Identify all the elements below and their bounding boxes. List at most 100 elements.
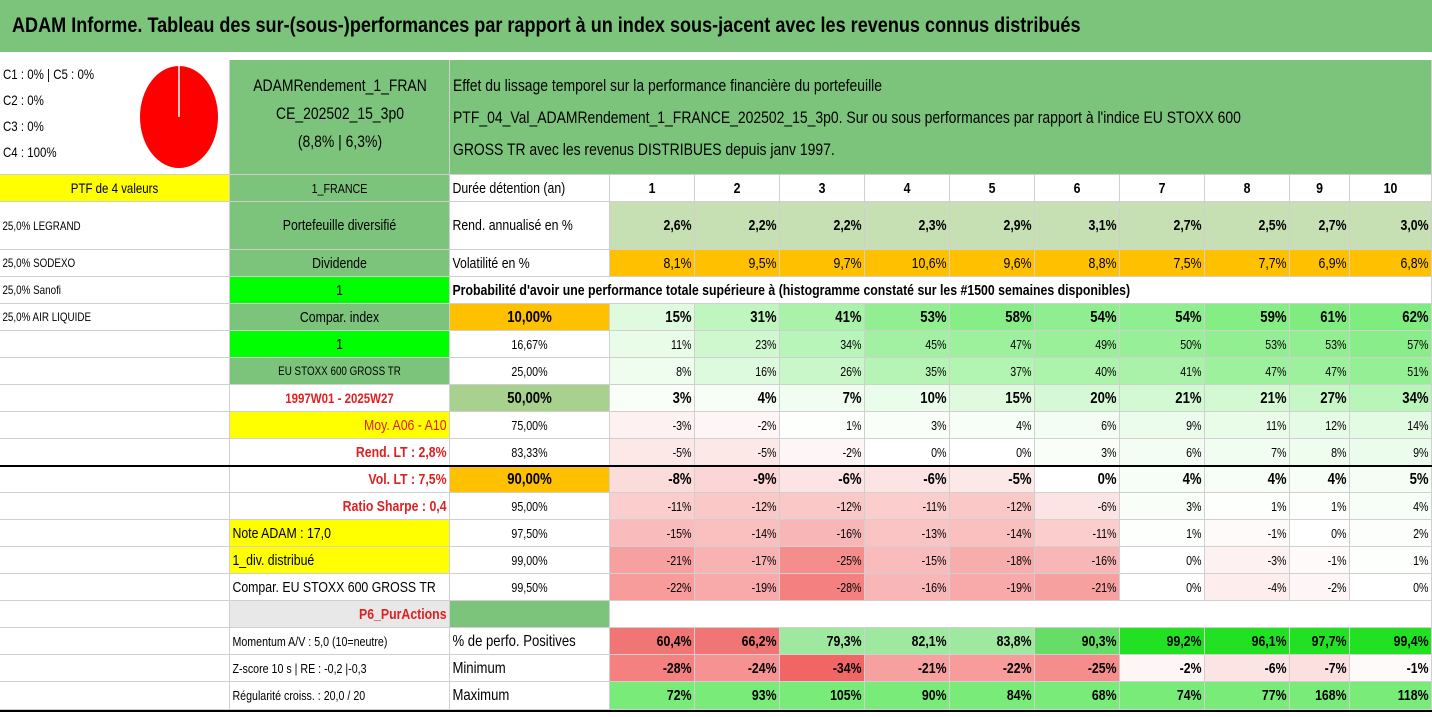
probability-value: 7%	[780, 385, 865, 412]
probability-value: -13%	[865, 520, 950, 547]
stat-value: -25%	[1035, 655, 1120, 682]
year-header: 2	[695, 175, 780, 202]
stat-value: 82,1%	[865, 628, 950, 655]
threshold-cell-text: 95,00%	[511, 499, 548, 514]
report-title-bar: ADAM Informe. Tableau des sur-(sous-)per…	[0, 0, 1432, 56]
probability-value-text: -18%	[1006, 553, 1032, 568]
probability-value-text: -21%	[666, 553, 692, 568]
stat-value: 79,3%	[780, 628, 865, 655]
ptf-header-text: PTF de 4 valeurs	[70, 180, 159, 196]
probability-value-text: 54%	[1090, 309, 1117, 326]
probability-value-text: -6%	[1097, 499, 1117, 514]
threshold-cell-text: 75,00%	[511, 418, 548, 433]
probability-value-text: 54%	[1175, 309, 1202, 326]
rend-value: 3,1%	[1035, 202, 1120, 250]
probability-value-text: 27%	[1320, 390, 1347, 407]
info-cell: Portefeuille diversifié	[230, 202, 450, 250]
probability-value: 0%	[950, 439, 1035, 466]
holding-row-text: 25,0% Sanofi	[2, 283, 62, 297]
probability-value-text: -12%	[1006, 499, 1032, 514]
info-cell: 1_div. distribué	[230, 547, 450, 574]
probability-value: 4%	[1350, 493, 1432, 520]
vol-value: 9,5%	[695, 250, 780, 277]
probability-value-text: -4%	[1267, 580, 1287, 595]
stat-value: -2%	[1120, 655, 1205, 682]
holding-empty-cell	[0, 331, 230, 358]
portfolio-description-line: GROSS TR avec les revenus DISTRIBUES dep…	[453, 140, 835, 159]
info-cell: 1	[230, 331, 450, 358]
info-cell-text: Compar. index	[299, 309, 380, 326]
years-label-text: Durée détention (an)	[452, 180, 566, 197]
stat-value: -34%	[780, 655, 865, 682]
probability-value-text: 62%	[1402, 309, 1429, 326]
probability-title: Probabilité d'avoir une performance tota…	[450, 277, 1432, 304]
probability-value-text: -11%	[1092, 526, 1117, 541]
rend-value: 2,2%	[695, 202, 780, 250]
table-bottom-border	[0, 710, 1432, 712]
stat-value: 60,4%	[610, 628, 695, 655]
probability-value: 0%	[1350, 574, 1432, 601]
probability-value: 4%	[1290, 466, 1350, 493]
probability-value: 35%	[865, 358, 950, 385]
vol-value-text: 10,6%	[911, 255, 947, 272]
probability-value: 21%	[1120, 385, 1205, 412]
probability-value: 10%	[865, 385, 950, 412]
stat-value-text: 97,7%	[1311, 633, 1347, 650]
stat-label-text: Maximum	[452, 687, 510, 704]
threshold-cell-text: 99,00%	[511, 553, 548, 568]
probability-value-text: -12%	[751, 499, 777, 514]
stat-value-text: 93%	[751, 687, 777, 704]
probability-value: 47%	[950, 331, 1035, 358]
probability-value: 62%	[1350, 304, 1432, 331]
probability-value-text: 31%	[750, 309, 777, 326]
threshold-cell: 83,33%	[450, 439, 610, 466]
pie-legend-item: C2 : 0%	[3, 92, 44, 108]
probability-value: 1%	[1205, 493, 1290, 520]
portfolio-name-line: (8,8% | 6,3%)	[297, 132, 383, 151]
probability-value: 34%	[780, 331, 865, 358]
probability-value: -21%	[1035, 574, 1120, 601]
rend-label-text: Rend. annualisé en %	[452, 217, 573, 234]
probability-value: -11%	[1035, 520, 1120, 547]
stat-value: 74%	[1120, 682, 1205, 710]
probability-value: -11%	[610, 493, 695, 520]
probability-value: 21%	[1205, 385, 1290, 412]
probability-value-text: 47%	[1010, 337, 1032, 352]
info-cell-text: 1	[336, 336, 343, 353]
ptf-header: PTF de 4 valeurs	[0, 175, 230, 202]
threshold-cell: 90,00%	[450, 466, 610, 493]
info-cell-text: 1	[336, 282, 343, 299]
year-header: 3	[780, 175, 865, 202]
stat-value: 96,1%	[1205, 628, 1290, 655]
rend-value: 3,0%	[1350, 202, 1432, 250]
probability-value: 11%	[610, 331, 695, 358]
probability-value-text: -16%	[1091, 553, 1117, 568]
vol-value: 8,8%	[1035, 250, 1120, 277]
probability-value-text: 58%	[1005, 309, 1032, 326]
probability-value: 0%	[865, 439, 950, 466]
threshold-cell-text: 16,67%	[511, 337, 548, 352]
probability-value-text: -11%	[922, 499, 947, 514]
threshold-cell-text: 99,50%	[511, 580, 548, 595]
probability-value: 37%	[950, 358, 1035, 385]
probability-value: 3%	[1035, 439, 1120, 466]
probability-value-text: -3%	[1267, 553, 1287, 568]
probability-value-text: 34%	[1402, 390, 1429, 407]
probability-value: 16%	[695, 358, 780, 385]
probability-value: -16%	[780, 520, 865, 547]
probability-value-text: 20%	[1090, 390, 1117, 407]
rend-value: 2,9%	[950, 202, 1035, 250]
probability-value-text: 57%	[1407, 337, 1429, 352]
probability-value: -2%	[695, 412, 780, 439]
probability-value-text: -6%	[838, 471, 862, 488]
probability-value-text: 4%	[1327, 471, 1347, 488]
stat-value-text: 168%	[1315, 687, 1347, 704]
info-cell: Compar. EU STOXX 600 GROSS TR	[230, 574, 450, 601]
stat-value-text: 74%	[1176, 687, 1202, 704]
probability-value: -15%	[865, 547, 950, 574]
probability-value-text: -6%	[923, 471, 947, 488]
holding-empty-cell	[0, 574, 230, 601]
probability-value: 47%	[1290, 358, 1350, 385]
probability-value-text: 8%	[1331, 445, 1347, 460]
info-cell-text: P6_PurActions	[359, 606, 447, 623]
